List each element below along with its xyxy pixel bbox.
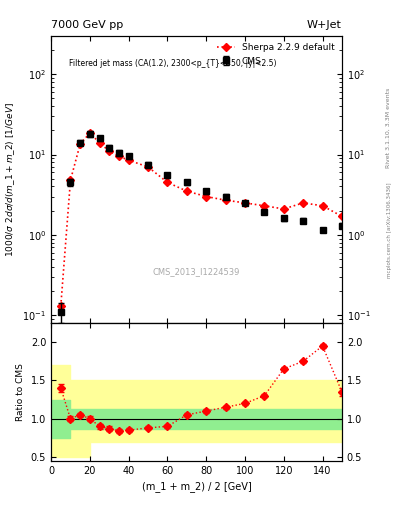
Y-axis label: Ratio to CMS: Ratio to CMS: [16, 363, 25, 421]
Text: Filtered jet mass (CA(1.2), 2300<p_{T}<450, |y|<2.5): Filtered jet mass (CA(1.2), 2300<p_{T}<4…: [70, 59, 277, 68]
Text: Rivet 3.1.10, 3.3M events: Rivet 3.1.10, 3.3M events: [386, 88, 391, 168]
Sherpa 2.2.9 default: [204, 194, 209, 200]
Sherpa 2.2.9 default: [165, 179, 170, 185]
Sherpa 2.2.9 default: [184, 188, 189, 194]
X-axis label: (m_1 + m_2) / 2 [GeV]: (m_1 + m_2) / 2 [GeV]: [141, 481, 252, 492]
Sherpa 2.2.9 default: [223, 197, 228, 203]
Sherpa 2.2.9 default: [59, 303, 63, 309]
Sherpa 2.2.9 default: [262, 203, 267, 209]
Legend: Sherpa 2.2.9 default, CMS: Sherpa 2.2.9 default, CMS: [214, 40, 338, 68]
Sherpa 2.2.9 default: [301, 200, 305, 206]
Sherpa 2.2.9 default: [242, 200, 247, 206]
Text: mcplots.cern.ch [arXiv:1306.3436]: mcplots.cern.ch [arXiv:1306.3436]: [387, 183, 392, 278]
Sherpa 2.2.9 default: [68, 177, 73, 183]
Sherpa 2.2.9 default: [97, 140, 102, 146]
Text: 7000 GeV pp: 7000 GeV pp: [51, 20, 123, 31]
Sherpa 2.2.9 default: [281, 206, 286, 212]
Sherpa 2.2.9 default: [88, 130, 92, 136]
Sherpa 2.2.9 default: [146, 164, 151, 170]
Sherpa 2.2.9 default: [117, 153, 121, 159]
Sherpa 2.2.9 default: [107, 148, 112, 154]
Sherpa 2.2.9 default: [320, 203, 325, 209]
Sherpa 2.2.9 default: [126, 157, 131, 163]
Sherpa 2.2.9 default: [340, 214, 344, 220]
Sherpa 2.2.9 default: [78, 141, 83, 147]
Text: CMS_2013_I1224539: CMS_2013_I1224539: [153, 267, 240, 276]
Text: W+Jet: W+Jet: [307, 20, 342, 31]
Line: Sherpa 2.2.9 default: Sherpa 2.2.9 default: [58, 130, 345, 309]
Y-axis label: $1000/\sigma\ 2d\sigma/d(m\_1 + m\_2)\ [1/GeV]$: $1000/\sigma\ 2d\sigma/d(m\_1 + m\_2)\ […: [4, 102, 17, 257]
